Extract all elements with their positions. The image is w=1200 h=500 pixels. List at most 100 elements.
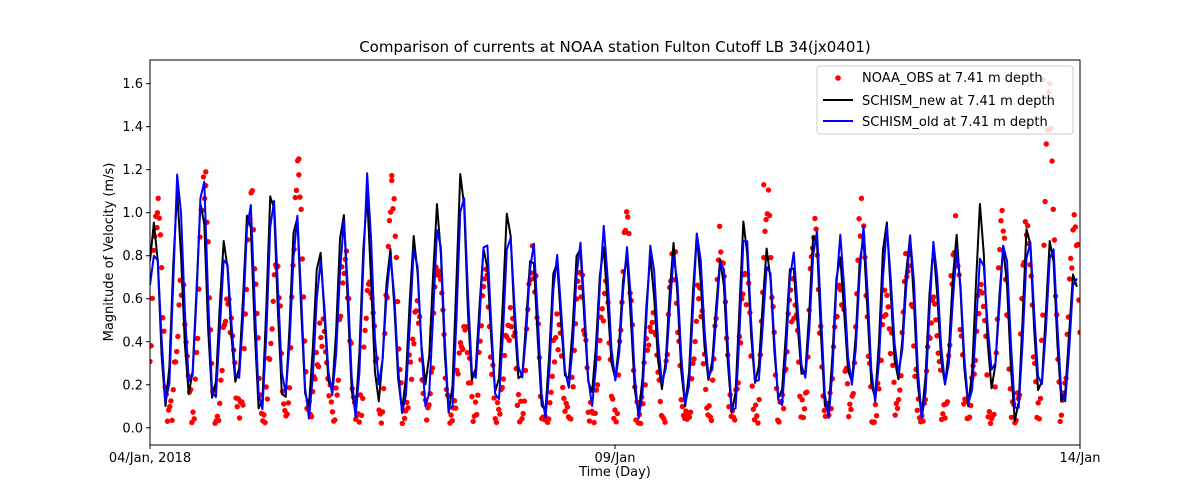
obs-point xyxy=(468,380,474,386)
legend-box xyxy=(816,65,1074,135)
x-axis-label: Time (Day) xyxy=(578,465,651,480)
obs-point xyxy=(1074,241,1080,248)
obs-point xyxy=(293,187,300,194)
obs-point xyxy=(933,317,939,323)
obs-point xyxy=(194,335,201,342)
obs-point xyxy=(678,397,684,403)
obs-point xyxy=(332,417,338,423)
obs-point xyxy=(594,382,601,388)
obs-point xyxy=(360,395,366,402)
obs-point xyxy=(749,383,755,389)
obs-point xyxy=(407,359,414,365)
obs-point xyxy=(942,415,948,421)
obs-point xyxy=(456,350,462,356)
obs-point xyxy=(472,399,479,405)
obs-point xyxy=(761,182,767,188)
obs-point xyxy=(334,392,340,398)
obs-point xyxy=(914,407,920,414)
obs-point xyxy=(883,312,889,318)
obs-point xyxy=(998,218,1004,224)
y-tick-label: 0.2 xyxy=(122,378,143,393)
obs-point xyxy=(887,350,894,357)
obs-point xyxy=(893,400,900,407)
obs-point xyxy=(553,334,559,341)
obs-point xyxy=(1001,235,1008,241)
obs-point xyxy=(886,326,893,332)
obs-point xyxy=(473,411,480,418)
obs-point xyxy=(449,418,455,424)
obs-point xyxy=(389,177,395,184)
obs-point xyxy=(687,409,694,415)
obs-point xyxy=(930,294,937,300)
obs-point xyxy=(1037,395,1044,402)
obs-point xyxy=(752,402,759,408)
obs-point xyxy=(263,384,269,390)
obs-point xyxy=(776,419,782,425)
y-tick-label: 0.8 xyxy=(122,249,143,264)
obs-point xyxy=(154,225,160,231)
obs-point xyxy=(885,304,891,310)
obs-point xyxy=(168,398,174,404)
obs-point xyxy=(873,412,880,419)
obs-point xyxy=(285,400,292,406)
obs-point xyxy=(435,268,441,274)
obs-point xyxy=(364,287,371,294)
obs-point xyxy=(856,216,862,222)
obs-point xyxy=(848,406,854,413)
obs-point xyxy=(691,356,697,362)
obs-point xyxy=(780,405,787,412)
obs-point xyxy=(768,254,774,261)
obs-point xyxy=(267,356,273,363)
obs-point xyxy=(497,411,503,417)
obs-point xyxy=(980,303,987,310)
obs-point xyxy=(686,414,693,420)
obs-point xyxy=(625,214,631,220)
y-tick-label: 0.6 xyxy=(122,292,143,307)
obs-point xyxy=(386,217,393,224)
obs-point xyxy=(506,337,512,344)
obs-point xyxy=(385,243,392,250)
obs-point xyxy=(551,359,558,365)
obs-point xyxy=(501,352,508,359)
obs-point xyxy=(561,395,567,401)
obs-point xyxy=(743,302,750,308)
obs-point xyxy=(597,337,603,344)
obs-point xyxy=(1022,218,1029,225)
obs-point xyxy=(1038,337,1045,344)
obs-point xyxy=(262,419,268,426)
obs-point xyxy=(315,364,322,370)
obs-point xyxy=(270,298,276,305)
obs-point xyxy=(491,395,497,401)
obs-point xyxy=(708,417,715,424)
obs-point xyxy=(995,265,1002,271)
obs-point xyxy=(892,412,898,418)
obs-point xyxy=(469,393,475,400)
obs-point xyxy=(423,417,430,423)
obs-point xyxy=(613,419,619,425)
obs-point xyxy=(821,407,827,414)
obs-point xyxy=(358,412,365,419)
obs-point xyxy=(702,386,709,393)
obs-point xyxy=(193,349,200,356)
obs-point xyxy=(646,342,652,348)
obs-point xyxy=(700,360,707,367)
obs-point xyxy=(554,311,560,317)
obs-point xyxy=(217,400,223,407)
obs-point xyxy=(157,232,164,238)
obs-point xyxy=(475,392,481,398)
obs-point xyxy=(326,393,332,399)
obs-point xyxy=(690,360,696,367)
obs-point xyxy=(693,318,700,325)
obs-point xyxy=(234,403,240,410)
obs-point xyxy=(732,417,738,423)
obs-point xyxy=(286,385,293,391)
legend-label-obs: NOAA_OBS at 7.41 m depth xyxy=(862,71,1043,86)
obs-point xyxy=(987,420,994,427)
obs-point xyxy=(328,399,335,405)
obs-point xyxy=(333,385,339,391)
obs-point xyxy=(858,195,865,202)
obs-point xyxy=(718,249,724,255)
obs-point xyxy=(1057,418,1063,425)
obs-point xyxy=(623,209,630,215)
obs-point xyxy=(755,420,761,426)
